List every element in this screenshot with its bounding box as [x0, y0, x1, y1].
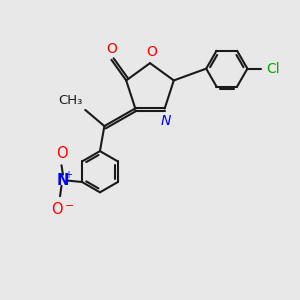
Text: O: O: [146, 45, 157, 59]
Text: N: N: [161, 114, 171, 128]
Text: N: N: [57, 173, 69, 188]
Text: CH₃: CH₃: [58, 94, 83, 107]
Text: +: +: [64, 170, 72, 180]
Text: −: −: [65, 202, 74, 212]
Text: Cl: Cl: [267, 62, 280, 76]
Text: O: O: [56, 146, 67, 161]
Text: O: O: [51, 202, 63, 217]
Text: O: O: [106, 42, 117, 56]
